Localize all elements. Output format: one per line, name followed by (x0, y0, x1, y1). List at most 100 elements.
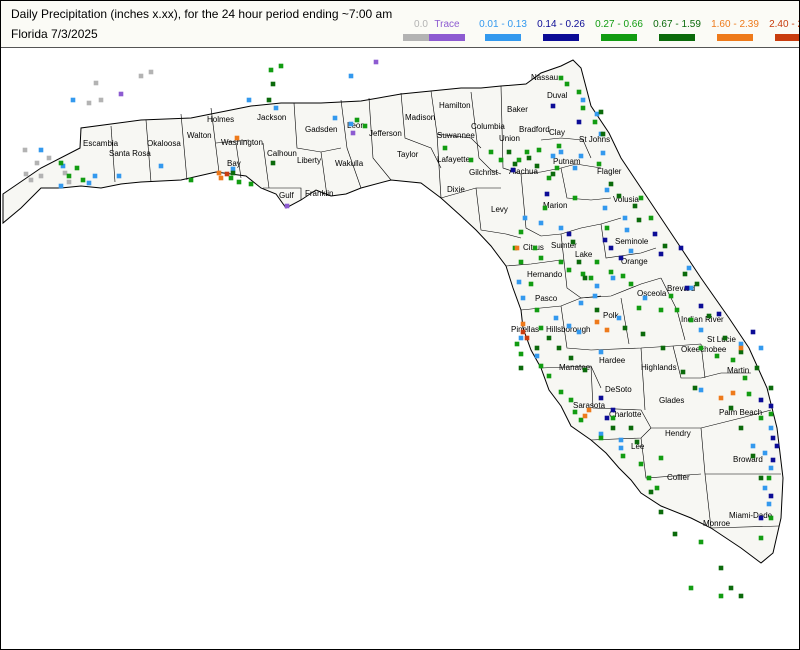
county-labels: Escambia Santa Rosa Okaloosa Walton Holm… (83, 73, 773, 528)
station-marker (74, 165, 80, 171)
station-marker (80, 177, 86, 183)
station-marker (538, 255, 544, 261)
station-marker (546, 175, 552, 181)
station-marker (730, 390, 736, 396)
station-marker (558, 149, 564, 155)
station-marker (546, 373, 552, 379)
station-marker (728, 585, 734, 591)
station-marker (86, 100, 92, 106)
station-marker (616, 315, 622, 321)
station-marker (648, 215, 654, 221)
station-marker (662, 243, 668, 249)
county-label-martin: Martin (727, 366, 749, 375)
boundary-line (340, 99, 362, 189)
boundary-line (210, 107, 220, 173)
station-marker (768, 493, 774, 499)
legend-label: 0.01 - 0.13 (479, 19, 527, 30)
station-marker (658, 307, 664, 313)
boundary-line (560, 305, 592, 351)
station-marker (332, 115, 338, 121)
station-marker (686, 265, 692, 271)
boundary-line (520, 173, 562, 237)
station-marker (568, 355, 574, 361)
county-label-duval: Duval (547, 91, 568, 100)
county-label-gilchrist: Gilchrist (469, 168, 499, 177)
county-label-jefferson: Jefferson (369, 129, 402, 138)
station-marker (46, 155, 52, 161)
station-marker (498, 157, 504, 163)
county-label-liberty: Liberty (297, 156, 321, 165)
station-marker (553, 315, 559, 321)
station-marker (58, 183, 64, 189)
florida-map: Escambia Santa Rosa Okaloosa Walton Holm… (2, 59, 784, 599)
county-label-indian-river: Indian River (681, 315, 724, 324)
station-marker (652, 231, 658, 237)
county-label-leon: Leon (347, 121, 365, 130)
station-marker (544, 191, 550, 197)
station-marker (158, 163, 164, 169)
county-label-okaloosa: Okaloosa (147, 139, 181, 148)
station-marker (520, 329, 526, 335)
station-marker (598, 349, 604, 355)
county-label-monroe: Monroe (703, 519, 731, 528)
station-marker (442, 145, 448, 151)
station-marker (680, 369, 686, 375)
boundary-line (215, 139, 250, 144)
station-marker (610, 415, 616, 421)
station-marker (594, 307, 600, 313)
station-marker (768, 465, 774, 471)
county-label-franklin: Franklin (305, 189, 333, 198)
station-marker (216, 170, 222, 176)
station-marker (718, 395, 724, 401)
station-marker (770, 435, 776, 441)
station-marker (246, 97, 252, 103)
county-label-lake: Lake (575, 250, 593, 259)
station-marker (580, 105, 586, 111)
county-label-okeechobee: Okeechobee (681, 345, 727, 354)
station-marker (768, 425, 774, 431)
county-label-marion: Marion (543, 201, 567, 210)
county-label-taylor: Taylor (397, 150, 419, 159)
station-marker (688, 317, 694, 323)
county-label-volusia: Volusia (613, 195, 639, 204)
station-marker (362, 123, 368, 129)
boundary-line (180, 113, 188, 181)
station-marker (728, 405, 734, 411)
station-marker (536, 147, 542, 153)
station-marker (768, 411, 774, 417)
station-marker (592, 293, 598, 299)
county-label-gadsden: Gadsden (305, 125, 337, 134)
legend-item-0-01: 0.01 - 0.13 (477, 5, 529, 41)
county-label-osceola: Osceola (637, 289, 667, 298)
boundary-line (560, 167, 612, 201)
station-marker (636, 305, 642, 311)
county-label-orange: Orange (621, 257, 648, 266)
station-marker (766, 501, 772, 507)
station-marker (766, 475, 772, 481)
legend-swatch (717, 34, 753, 41)
boundary-line (640, 347, 646, 411)
legend-label: 2.40 - 2.67 (769, 19, 799, 30)
station-marker (582, 367, 588, 373)
station-marker (698, 345, 704, 351)
legend-swatch (429, 34, 465, 41)
station-marker (672, 531, 678, 537)
station-marker (248, 181, 254, 187)
station-marker (230, 170, 236, 176)
county-label-bay: Bay (227, 159, 241, 168)
boundary-line (430, 90, 482, 149)
county-label-collier: Collier (667, 473, 690, 482)
station-marker (628, 281, 634, 287)
county-label-columbia: Columbia (471, 122, 505, 131)
station-marker (738, 593, 744, 599)
station-marker (608, 181, 614, 187)
station-marker (532, 245, 538, 251)
station-marker (58, 160, 64, 166)
county-label-wakulla: Wakulla (335, 159, 364, 168)
boundary-line (710, 525, 780, 529)
station-marker (602, 205, 608, 211)
legend-label: 0.27 - 0.66 (595, 19, 643, 30)
station-marker (738, 349, 744, 355)
station-marker (600, 131, 606, 137)
station-marker (768, 515, 774, 521)
